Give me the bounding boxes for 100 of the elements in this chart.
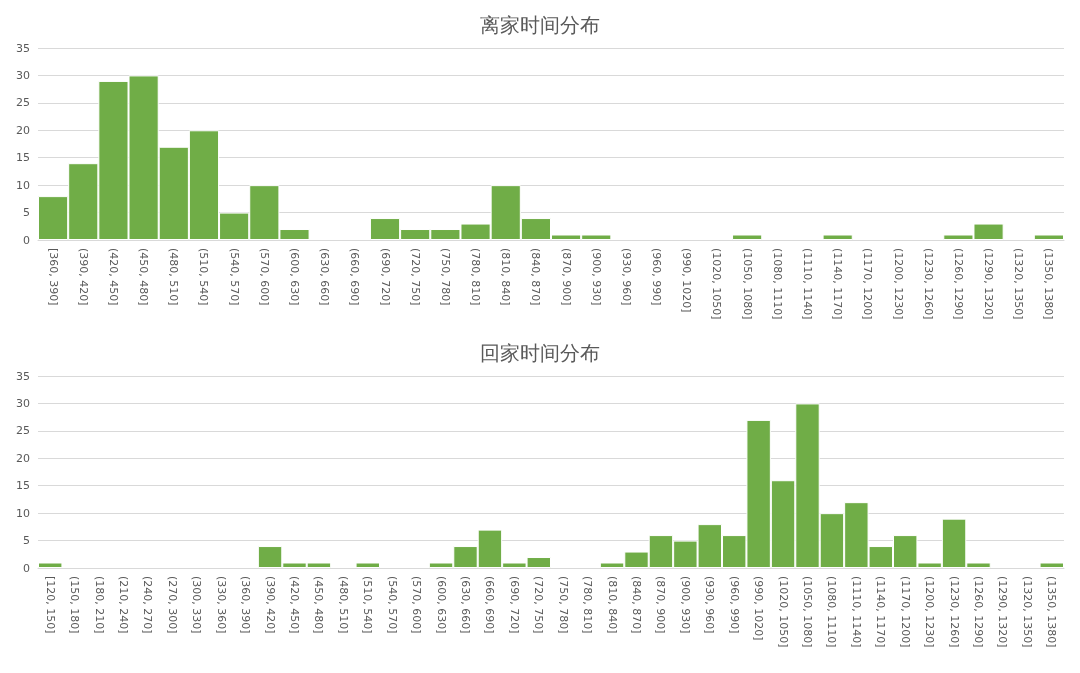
x-tick-label: (960, 990] <box>650 248 664 306</box>
x-tick-label: (1200, 1230] <box>891 248 905 320</box>
y-tick-label: 10 <box>16 506 30 520</box>
x-tick-label: (660, 690] <box>483 576 497 634</box>
x-tick-label: (510, 540] <box>361 576 375 634</box>
x-tick-label: (1230, 1260] <box>947 576 961 648</box>
x-tick-label: (1290, 1320] <box>982 248 996 320</box>
x-tick-label: (720, 750] <box>408 248 422 306</box>
x-tick-label: (1140, 1170] <box>874 576 888 648</box>
x-tick-label: (600, 630] <box>434 576 448 634</box>
x-tick-label: [360, 390] <box>46 248 60 306</box>
x-tick-label: (1080, 1110] <box>825 576 839 648</box>
chart-title: 离家时间分布 <box>480 13 600 37</box>
x-tick-label: (870, 900] <box>559 248 573 306</box>
x-tick-label: (510, 540] <box>197 248 211 306</box>
x-tick-label: (420, 450] <box>288 576 301 634</box>
x-tick-label: (1020, 1050] <box>710 248 724 320</box>
x-tick-label: (570, 600] <box>257 248 271 306</box>
x-tick-label: (840, 870] <box>630 576 643 634</box>
x-tick-label: (1140, 1170] <box>831 248 845 320</box>
bar <box>1033 234 1064 240</box>
x-tick-label: [120, 150] <box>43 576 57 634</box>
x-tick-label: (1260, 1290] <box>972 576 985 648</box>
x-tick-label: (1350, 1380] <box>1045 576 1059 648</box>
x-tick-label: (990, 1020] <box>680 248 694 313</box>
x-tick-label: (810, 840] <box>605 576 619 634</box>
x-tick-label: (750, 780] <box>556 576 570 634</box>
x-tick-label: (1320, 1350] <box>1012 248 1026 320</box>
x-tick-label: (1200, 1230] <box>923 576 937 648</box>
x-tick-label: (450, 480] <box>312 576 326 634</box>
x-tick-label: (1050, 1080] <box>740 248 754 320</box>
y-tick-label: 15 <box>16 151 30 165</box>
x-tick-label: (900, 930] <box>678 576 692 634</box>
x-tick-label: (990, 1020] <box>752 576 766 641</box>
y-tick-label: 10 <box>16 178 30 192</box>
x-tick-label: (450, 480] <box>137 248 151 306</box>
x-tick-label: (420, 450] <box>106 248 120 306</box>
y-tick-label: 35 <box>16 369 30 383</box>
x-tick-label: (810, 840] <box>499 248 513 306</box>
x-tick-label: (270, 300] <box>165 576 179 634</box>
y-tick-label: 20 <box>16 451 30 465</box>
x-tick-label: (1020, 1050] <box>776 576 790 648</box>
x-tick-label: (660, 690] <box>348 248 362 306</box>
x-tick-label: (1110, 1140] <box>849 576 863 648</box>
x-tick-label: (1260, 1290] <box>951 248 965 320</box>
x-tick-label: (1230, 1260] <box>921 248 935 320</box>
x-tick-label: (390, 420] <box>263 576 277 634</box>
x-tick-label: (1110, 1140] <box>801 248 814 320</box>
x-tick-label: (840, 870] <box>529 248 543 306</box>
x-tick-label: (300, 330] <box>190 576 204 634</box>
x-tick-label: (1080, 1110] <box>770 248 784 320</box>
x-tick-label: (210, 240] <box>117 576 130 634</box>
x-tick-label: (870, 900] <box>654 576 668 634</box>
x-tick-label: (1170, 1200] <box>861 248 875 320</box>
x-tick-label: (690, 720] <box>378 248 392 306</box>
y-tick-label: 5 <box>23 206 30 220</box>
y-tick-label: 25 <box>16 96 30 110</box>
chart-title: 回家时间分布 <box>480 341 600 365</box>
y-tick-label: 0 <box>23 233 30 247</box>
x-tick-label: (480, 510] <box>167 248 181 306</box>
bar <box>1039 562 1064 568</box>
y-tick-label: 0 <box>23 561 30 575</box>
x-tick-label: (900, 930] <box>589 248 603 306</box>
y-tick-label: 25 <box>16 424 30 438</box>
x-tick-label: (690, 720] <box>507 576 521 634</box>
y-tick-label: 35 <box>16 41 30 55</box>
bar <box>732 234 763 240</box>
bar <box>822 234 853 240</box>
x-tick-label: (360, 390] <box>239 576 253 634</box>
x-tick-label: (780, 810] <box>581 576 595 634</box>
x-tick-label: (180, 210] <box>92 576 106 634</box>
x-tick-label: (600, 630] <box>288 248 301 306</box>
y-tick-label: 20 <box>16 123 30 137</box>
x-tick-label: (570, 600] <box>410 576 424 634</box>
x-tick-label: (1320, 1350] <box>1020 576 1034 648</box>
x-tick-label: (780, 810] <box>469 248 483 306</box>
x-tick-label: (1290, 1320] <box>996 576 1010 648</box>
x-tick-label: (1350, 1380] <box>1042 248 1056 320</box>
x-tick-label: (630, 660] <box>459 576 472 634</box>
x-tick-label: (930, 960] <box>703 576 717 634</box>
bar <box>355 562 380 568</box>
x-tick-label: (330, 360] <box>214 576 228 634</box>
y-tick-label: 15 <box>16 479 30 493</box>
bar <box>38 562 63 568</box>
x-tick-label: (720, 750] <box>532 576 546 634</box>
y-tick-label: 5 <box>23 534 30 548</box>
x-tick-label: (150, 180] <box>68 576 82 634</box>
x-tick-label: (480, 510] <box>336 576 350 634</box>
x-tick-label: (930, 960] <box>619 248 633 306</box>
x-tick-label: (240, 270] <box>141 576 155 634</box>
y-tick-label: 30 <box>16 396 30 410</box>
y-tick-label: 30 <box>16 68 30 82</box>
x-tick-label: (540, 570] <box>385 576 399 634</box>
x-tick-label: (1170, 1200] <box>898 576 912 648</box>
x-tick-label: (390, 420] <box>76 248 90 306</box>
x-tick-label: (540, 570] <box>227 248 241 306</box>
x-tick-label: (630, 660] <box>318 248 332 306</box>
x-tick-label: (1050, 1080] <box>801 576 814 648</box>
x-tick-label: (750, 780] <box>438 248 452 306</box>
x-tick-label: (960, 990] <box>727 576 741 634</box>
